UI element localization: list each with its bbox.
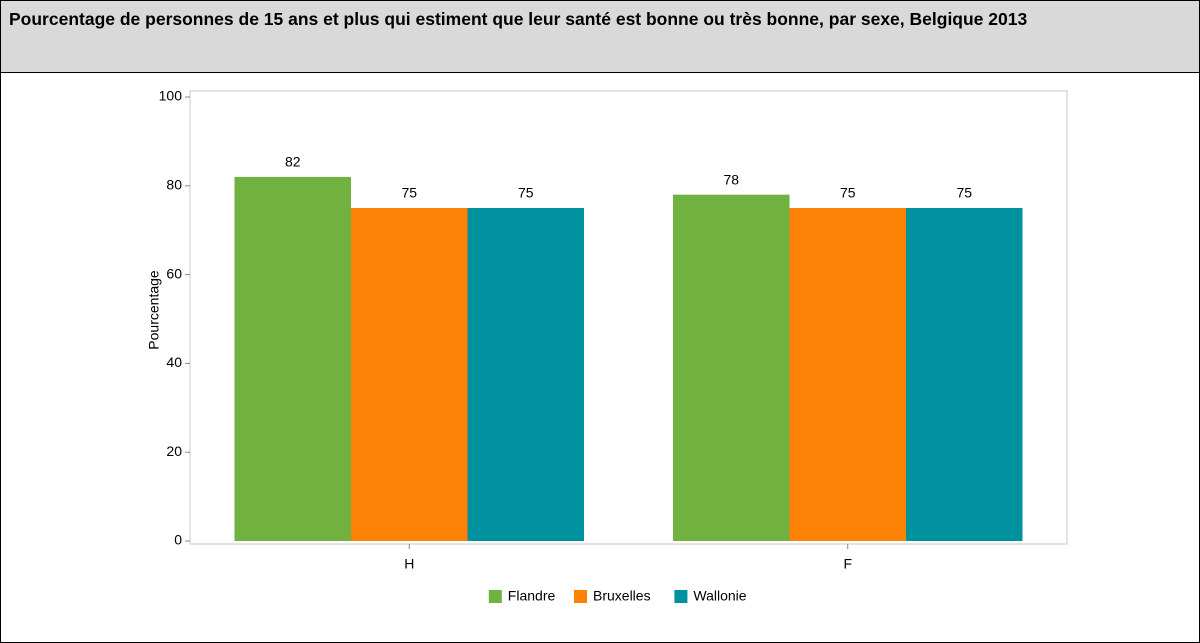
legend-swatch xyxy=(488,590,502,603)
data-label: 82 xyxy=(285,154,301,170)
y-tick-label: 80 xyxy=(166,177,182,193)
data-label: 75 xyxy=(956,185,972,201)
bar xyxy=(467,208,584,541)
legend-label: Wallonie xyxy=(693,588,746,604)
bar xyxy=(234,176,351,542)
y-tick-label: 0 xyxy=(174,532,182,548)
data-label: 75 xyxy=(518,185,534,201)
data-label: 78 xyxy=(723,171,739,187)
y-tick-label: 40 xyxy=(166,354,182,370)
chart-title: Pourcentage de personnes de 15 ans et pl… xyxy=(0,0,1200,73)
legend-label: Flandre xyxy=(508,588,556,604)
data-label: 75 xyxy=(840,185,856,201)
bar xyxy=(906,208,1023,541)
y-tick-label: 20 xyxy=(166,443,182,459)
legend-swatch xyxy=(674,590,688,603)
y-axis-label: Pourcentage xyxy=(146,270,162,350)
data-label: 75 xyxy=(401,185,417,201)
bar xyxy=(351,208,468,541)
legend-label: Bruxelles xyxy=(593,588,651,604)
y-tick-label: 60 xyxy=(166,265,182,281)
y-tick-label: 100 xyxy=(159,88,183,104)
legend-swatch xyxy=(574,590,587,603)
bar xyxy=(673,194,790,541)
x-tick-label: F xyxy=(843,556,852,572)
bar xyxy=(789,208,906,541)
x-tick-label: H xyxy=(404,556,414,572)
